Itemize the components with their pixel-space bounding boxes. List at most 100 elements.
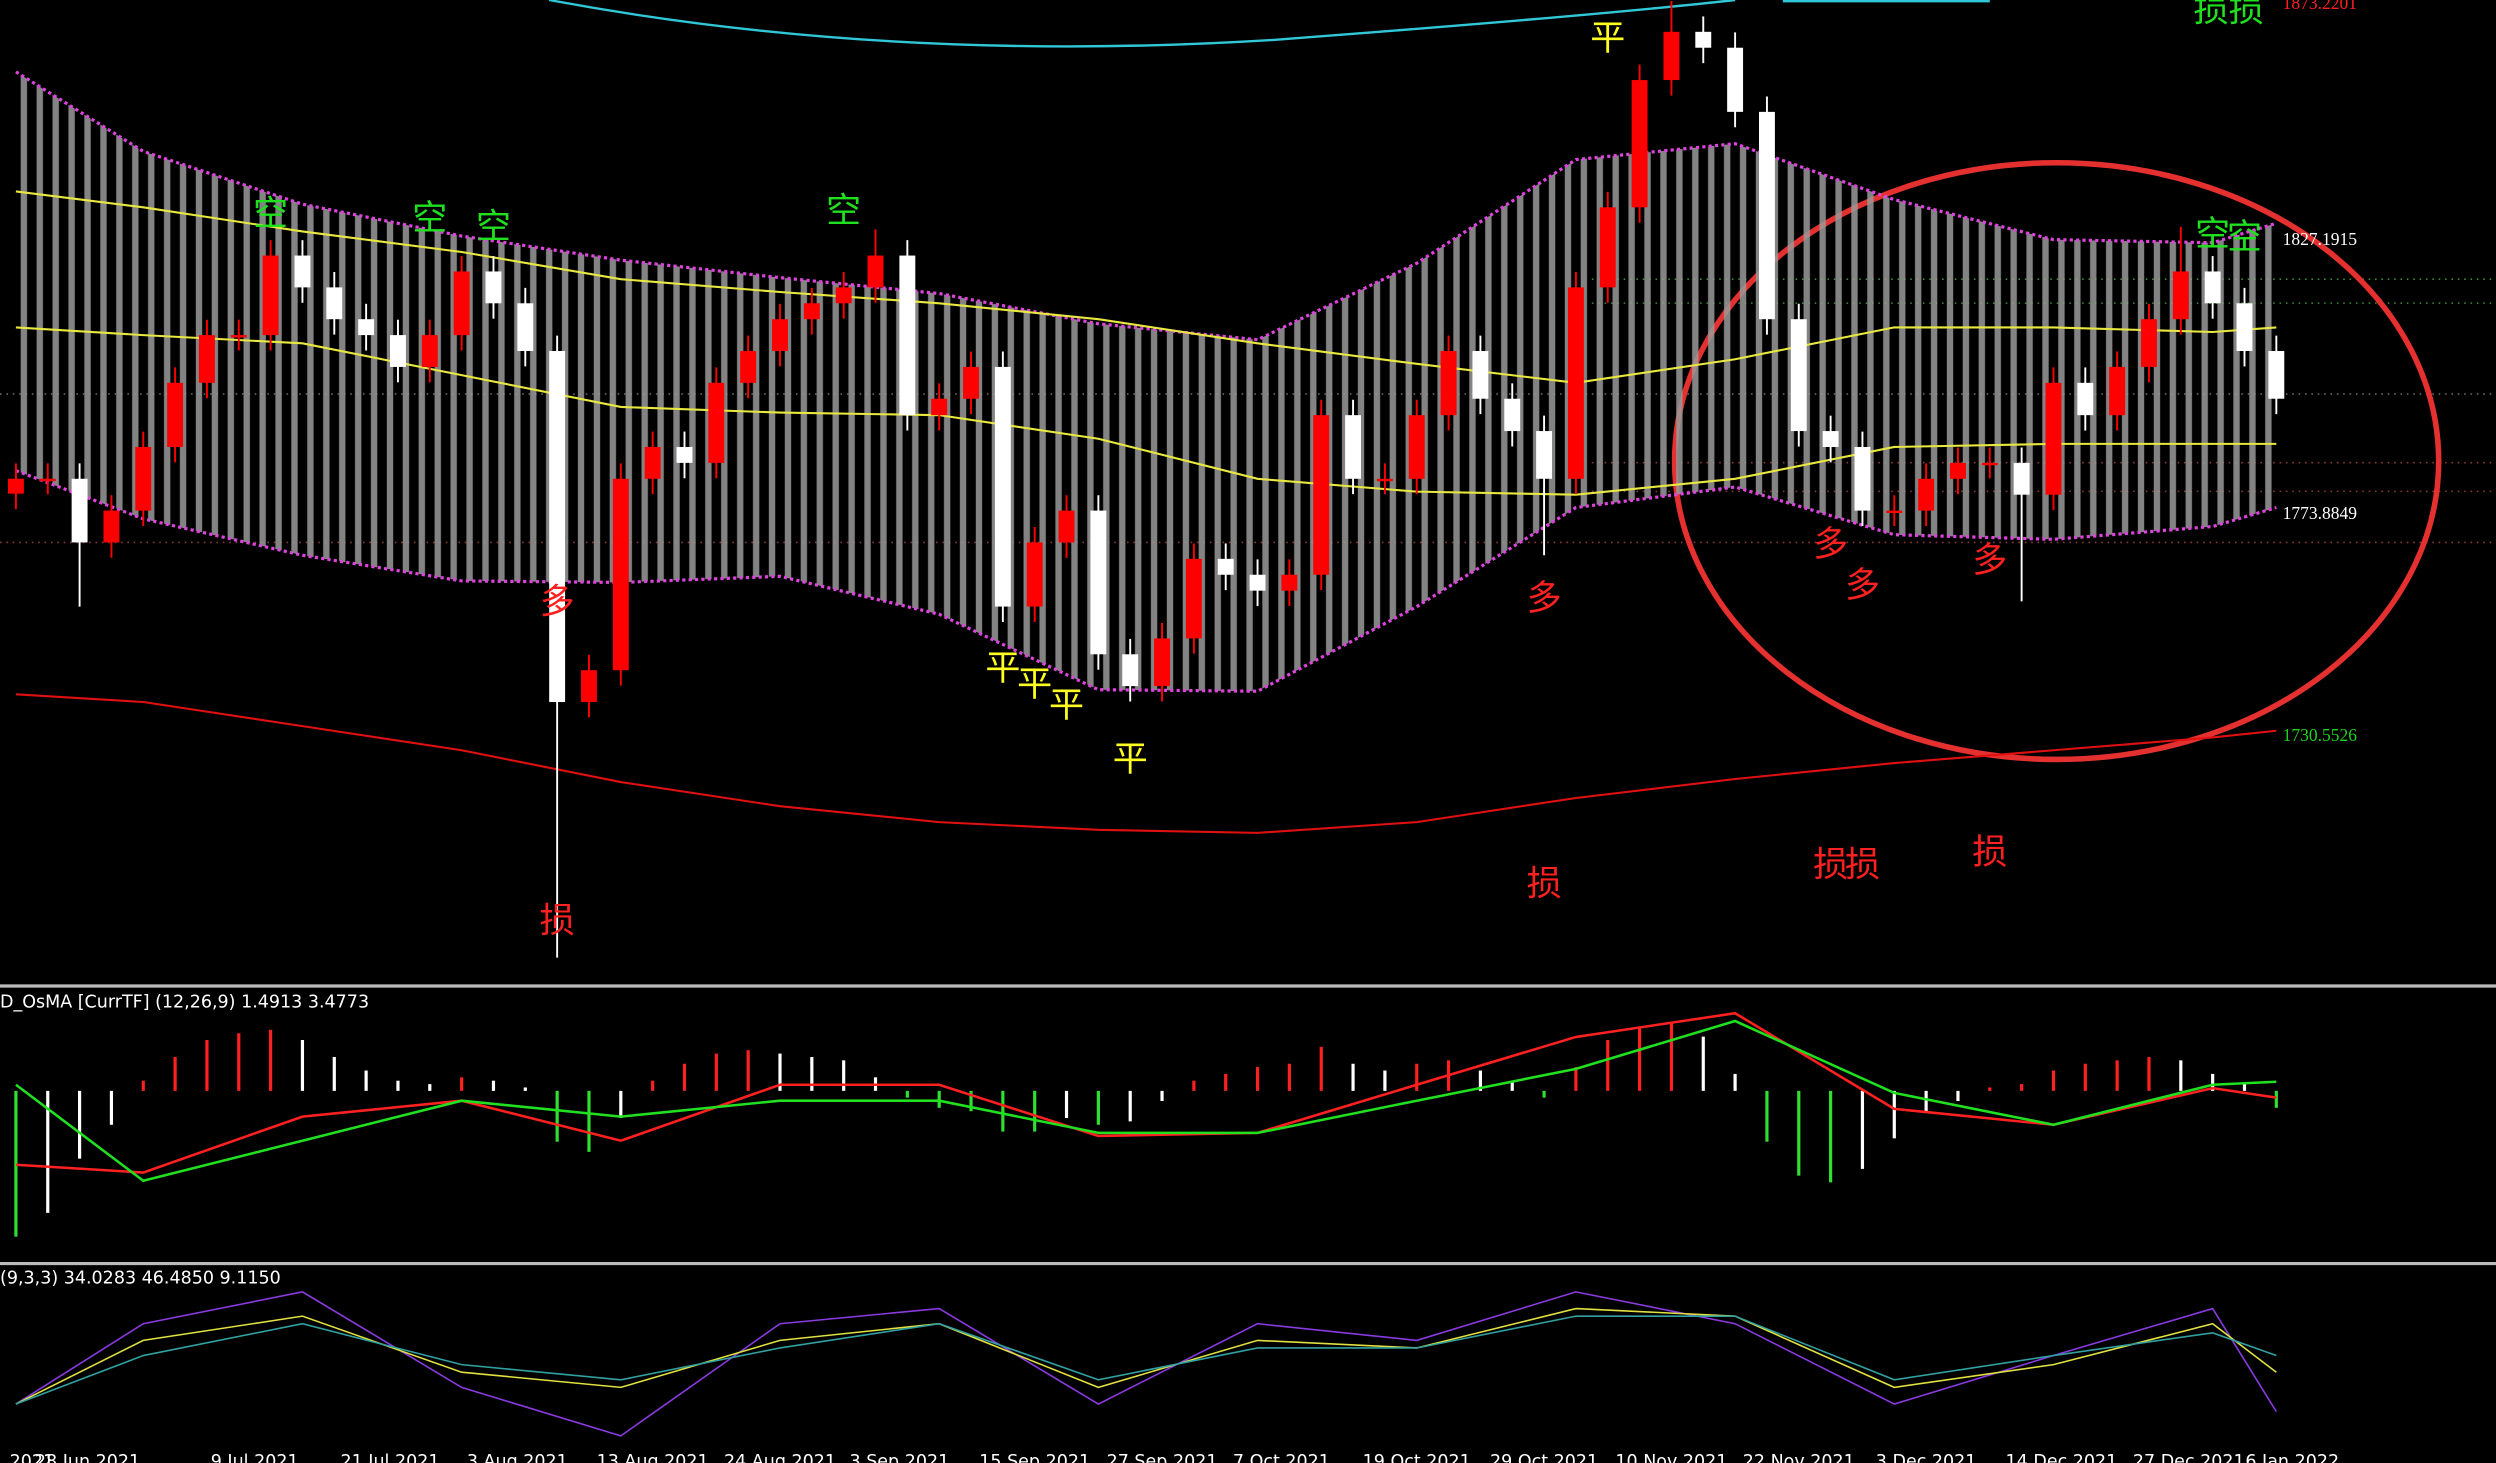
candle-body — [1185, 558, 1202, 639]
candle-body — [803, 303, 820, 320]
signal-label: 空 — [253, 194, 288, 235]
candle-body — [421, 335, 438, 367]
candle-body — [1090, 510, 1107, 655]
candle-body — [772, 319, 788, 352]
candle-body — [135, 446, 152, 511]
signal-label: 空 — [2195, 214, 2230, 255]
candle-body — [167, 382, 184, 447]
candle-body — [899, 255, 916, 416]
candle-body — [994, 366, 1011, 607]
signal-label: 平 — [1113, 739, 1148, 780]
signal-label: 空 — [412, 198, 447, 239]
candle-body — [2236, 303, 2253, 352]
candle-body — [1504, 398, 1521, 432]
signal-label: 平 — [1590, 18, 1625, 59]
candle-body — [1727, 47, 1744, 112]
candle-body — [1217, 558, 1234, 575]
price-label: 1730.5526 — [2283, 725, 2358, 745]
candle-body — [1345, 415, 1362, 479]
candle-body — [581, 670, 597, 703]
candle-body — [2204, 271, 2221, 304]
osma-header: D_OsMA [CurrTF] (12,26,9) 1.4913 3.4773 — [0, 993, 369, 1013]
signal-label: 空 — [2227, 217, 2262, 258]
candle-body — [835, 287, 852, 304]
moving-average — [15, 190, 2277, 384]
candle-body — [262, 255, 279, 336]
signal-label: 多 — [1972, 540, 2007, 581]
candle-body — [1154, 638, 1170, 687]
signal-label: 多 — [540, 581, 575, 622]
signal-label: 损损 — [2194, 0, 2264, 30]
price-label: 1773.8849 — [2283, 503, 2358, 523]
candle-body — [326, 287, 343, 320]
candle-body — [485, 271, 502, 304]
signal-label: 损 — [1527, 864, 1562, 905]
candle-body — [390, 335, 406, 367]
candle-body — [2077, 382, 2094, 416]
candle-body — [2109, 366, 2126, 416]
candle-body — [612, 478, 629, 671]
price-label: 1827.1915 — [2283, 229, 2358, 249]
signal-label: 多 — [1527, 578, 1562, 619]
candle-body — [963, 366, 979, 399]
candle-body — [103, 510, 120, 543]
price-label: 1873.2201 — [2283, 0, 2357, 13]
candle-body — [1567, 287, 1584, 479]
stochastic-line — [15, 1315, 2277, 1405]
candle-body — [1790, 319, 1807, 432]
moving-average — [15, 693, 2277, 834]
signal-label: 损 — [1972, 832, 2007, 873]
signal-label: 空 — [476, 206, 511, 247]
candle-body — [1918, 478, 1935, 511]
date-label: 15 Sep 2021 — [979, 1452, 1090, 1463]
candle-body — [1249, 574, 1266, 591]
signal-label: 平 — [1049, 685, 1084, 726]
candle-body — [1122, 654, 1139, 687]
date-label: 29 Oct 2021 — [1490, 1452, 1598, 1463]
candle-body — [1472, 351, 1489, 399]
signal-label: 损 — [540, 901, 575, 942]
candle-body — [39, 478, 56, 482]
candle-body — [1313, 415, 1330, 575]
date-label: 2021 — [10, 1452, 55, 1463]
signal-label: 平 — [1017, 664, 1052, 705]
date-label: 3 Dec 2021 — [1876, 1452, 1977, 1463]
candle-body — [230, 335, 247, 338]
osma-line — [15, 1019, 2277, 1183]
candle-body — [867, 255, 884, 288]
signal-label: 空 — [826, 190, 861, 231]
date-label: 13 Aug 2021 — [597, 1452, 709, 1463]
candle-body — [294, 255, 311, 288]
signal-label: 平 — [985, 648, 1020, 689]
date-label: 24 Aug 2021 — [724, 1452, 836, 1463]
date-label: 10 Nov 2021 — [1615, 1452, 1727, 1463]
candle-body — [2172, 271, 2189, 320]
date-label: 14 Dec 2021 — [2006, 1452, 2118, 1463]
candle-body — [2141, 319, 2157, 367]
osma-line — [15, 1011, 2277, 1174]
moving-average — [15, 326, 2277, 496]
stochastic-header: (9,3,3) 34.0283 46.4850 9.1150 — [0, 1269, 281, 1289]
date-label: 28 Jun 2021 — [35, 1452, 140, 1463]
candle-body — [1599, 207, 1616, 288]
candle-body — [2268, 351, 2285, 399]
candle-body — [71, 478, 88, 543]
candle-body — [1981, 462, 1998, 466]
candle-body — [1631, 80, 1648, 208]
signal-label: 损 — [1845, 845, 1880, 886]
candle-body — [1822, 431, 1839, 447]
date-label: 3 Sep 2021 — [850, 1452, 950, 1463]
candle-body — [2045, 382, 2062, 495]
candle-body — [2013, 462, 2030, 495]
candle-body — [1026, 542, 1043, 607]
candle-body — [198, 335, 215, 383]
candle-body — [708, 382, 725, 463]
date-label: 9 Jul 2021 — [211, 1452, 299, 1463]
band-fill — [15, 71, 2277, 692]
date-label: 7 Oct 2021 — [1233, 1452, 1330, 1463]
candle-body — [1695, 31, 1712, 48]
candle-body — [1281, 574, 1298, 591]
date-label: 22 Nov 2021 — [1743, 1452, 1855, 1463]
candle-body — [1058, 510, 1075, 543]
